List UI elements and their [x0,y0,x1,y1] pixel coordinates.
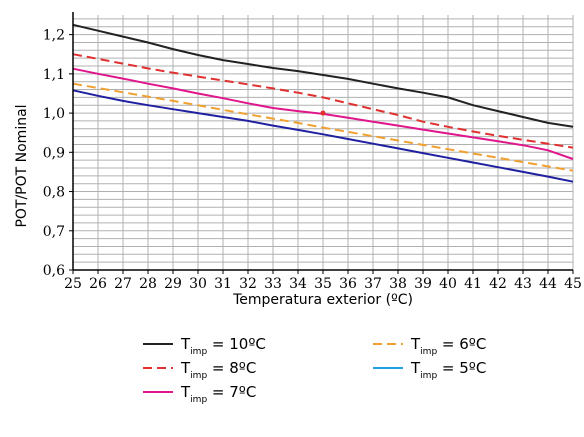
x-tick-label: 25 [64,276,82,292]
x-axis-label: Temperatura exterior (ºC) [232,292,413,308]
legend-label: Timp = 7ºC [180,383,256,405]
y-tick-label: 1,0 [43,106,65,122]
y-tick-label: 0,7 [43,224,65,240]
y-tick-label: 1,1 [43,67,65,83]
legend-entry-0: Timp = 10ºC [143,335,266,357]
x-tick-label: 34 [289,276,307,292]
legend-entry-4: Timp = 5ºC [373,359,486,381]
x-tick-label: 39 [414,276,432,292]
x-tick-labels: 25 26 27 28 29 30 31 32 33 34 35 36 37 38 39 40 41 42 43 44… [64,276,582,292]
x-tick-label: 35 [314,276,332,292]
series-line-3 [72,82,574,172]
x-tick-label: 26 [89,276,107,292]
y-tick-labels: 0,6 0,7 0,8 0,9 1,0 1,1 1,2 [43,28,65,279]
x-tick-label: 31 [214,276,232,292]
y-tick-label: 1,2 [43,28,65,44]
x-tick-label: 37 [364,276,382,292]
grid [72,15,574,271]
axes [69,12,574,274]
x-tick-label: 29 [164,276,182,292]
x-tick-label: 27 [114,276,132,292]
series-line-4 [72,89,574,183]
x-tick-label: 42 [489,276,507,292]
x-tick-label: 40 [439,276,457,292]
y-tick-label: 0,8 [43,185,65,201]
x-tick-label: 44 [539,276,557,292]
x-tick-label: 38 [389,276,407,292]
series-line-1 [72,53,574,149]
legend-entry-1: Timp = 8ºC [143,359,256,381]
series-lines [72,23,574,183]
x-tick-label: 36 [339,276,357,292]
legend-label: Timp = 8ºC [180,359,256,381]
y-tick-label: 0,9 [43,145,65,161]
x-tick-label: 43 [514,276,532,292]
x-tick-label: 30 [189,276,207,292]
y-axis-label: POT/POT Nominal [14,104,30,227]
series-line-0 [72,23,574,128]
legend-entry-2: Timp = 7ºC [143,383,256,405]
legend-label: Timp = 5ºC [410,359,486,381]
y-tick-label: 0,6 [43,263,65,279]
x-tick-label: 45 [564,276,582,292]
x-tick-label: 32 [239,276,257,292]
legend-label: Timp = 6ºC [410,335,486,357]
legend-entry-3: Timp = 6ºC [373,335,486,357]
x-tick-label: 41 [464,276,482,292]
legend-label: Timp = 10ºC [180,335,266,357]
reference-point-marker [320,110,326,116]
x-tick-label: 28 [139,276,157,292]
x-tick-label: 33 [264,276,282,292]
